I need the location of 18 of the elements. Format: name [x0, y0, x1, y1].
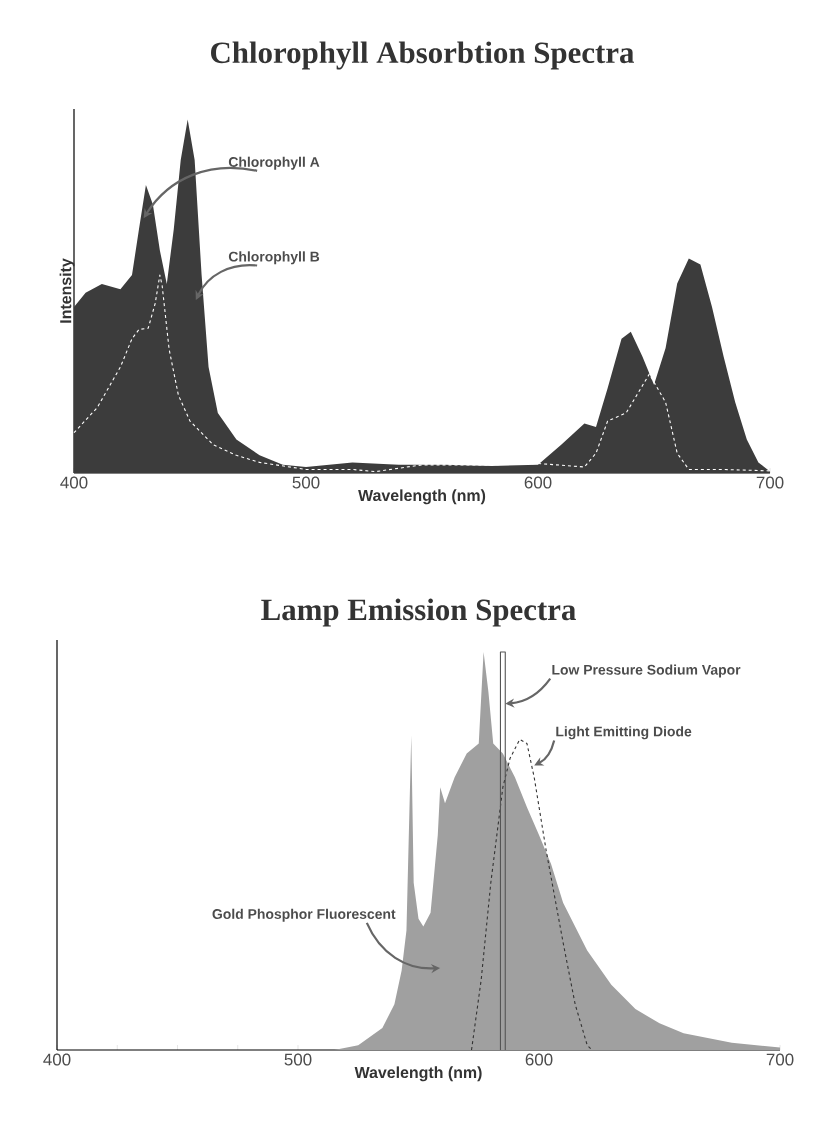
y-axis-title: Intensity [59, 258, 75, 323]
annotation: Chlorophyll B [228, 251, 320, 265]
x-axis-title: Wavelength (nm) [358, 489, 486, 505]
x-tick-label: 500 [284, 1053, 312, 1066]
x-tick-label: 600 [525, 1053, 553, 1066]
x-tick-label: 600 [524, 476, 552, 489]
chart-title: Lamp Emission Spectra [261, 598, 576, 627]
annotation: Chlorophyll A [228, 156, 320, 170]
x-tick-label: 400 [60, 476, 88, 489]
chart-title: Chlorophyll Absorbtion Spectra [211, 41, 635, 70]
x-tick-label: 700 [756, 476, 784, 489]
annotation: Light Emitting Diode [556, 726, 692, 740]
x-tick-label: 500 [292, 476, 320, 489]
x-axis-title: Wavelength (nm) [354, 1066, 482, 1082]
x-tick-label: 700 [766, 1053, 794, 1066]
annotation: Gold Phosphor Fluorescent [212, 908, 396, 922]
annotation: Low Pressure Sodium Vapor [552, 664, 741, 678]
x-tick-label: 400 [43, 1053, 71, 1066]
